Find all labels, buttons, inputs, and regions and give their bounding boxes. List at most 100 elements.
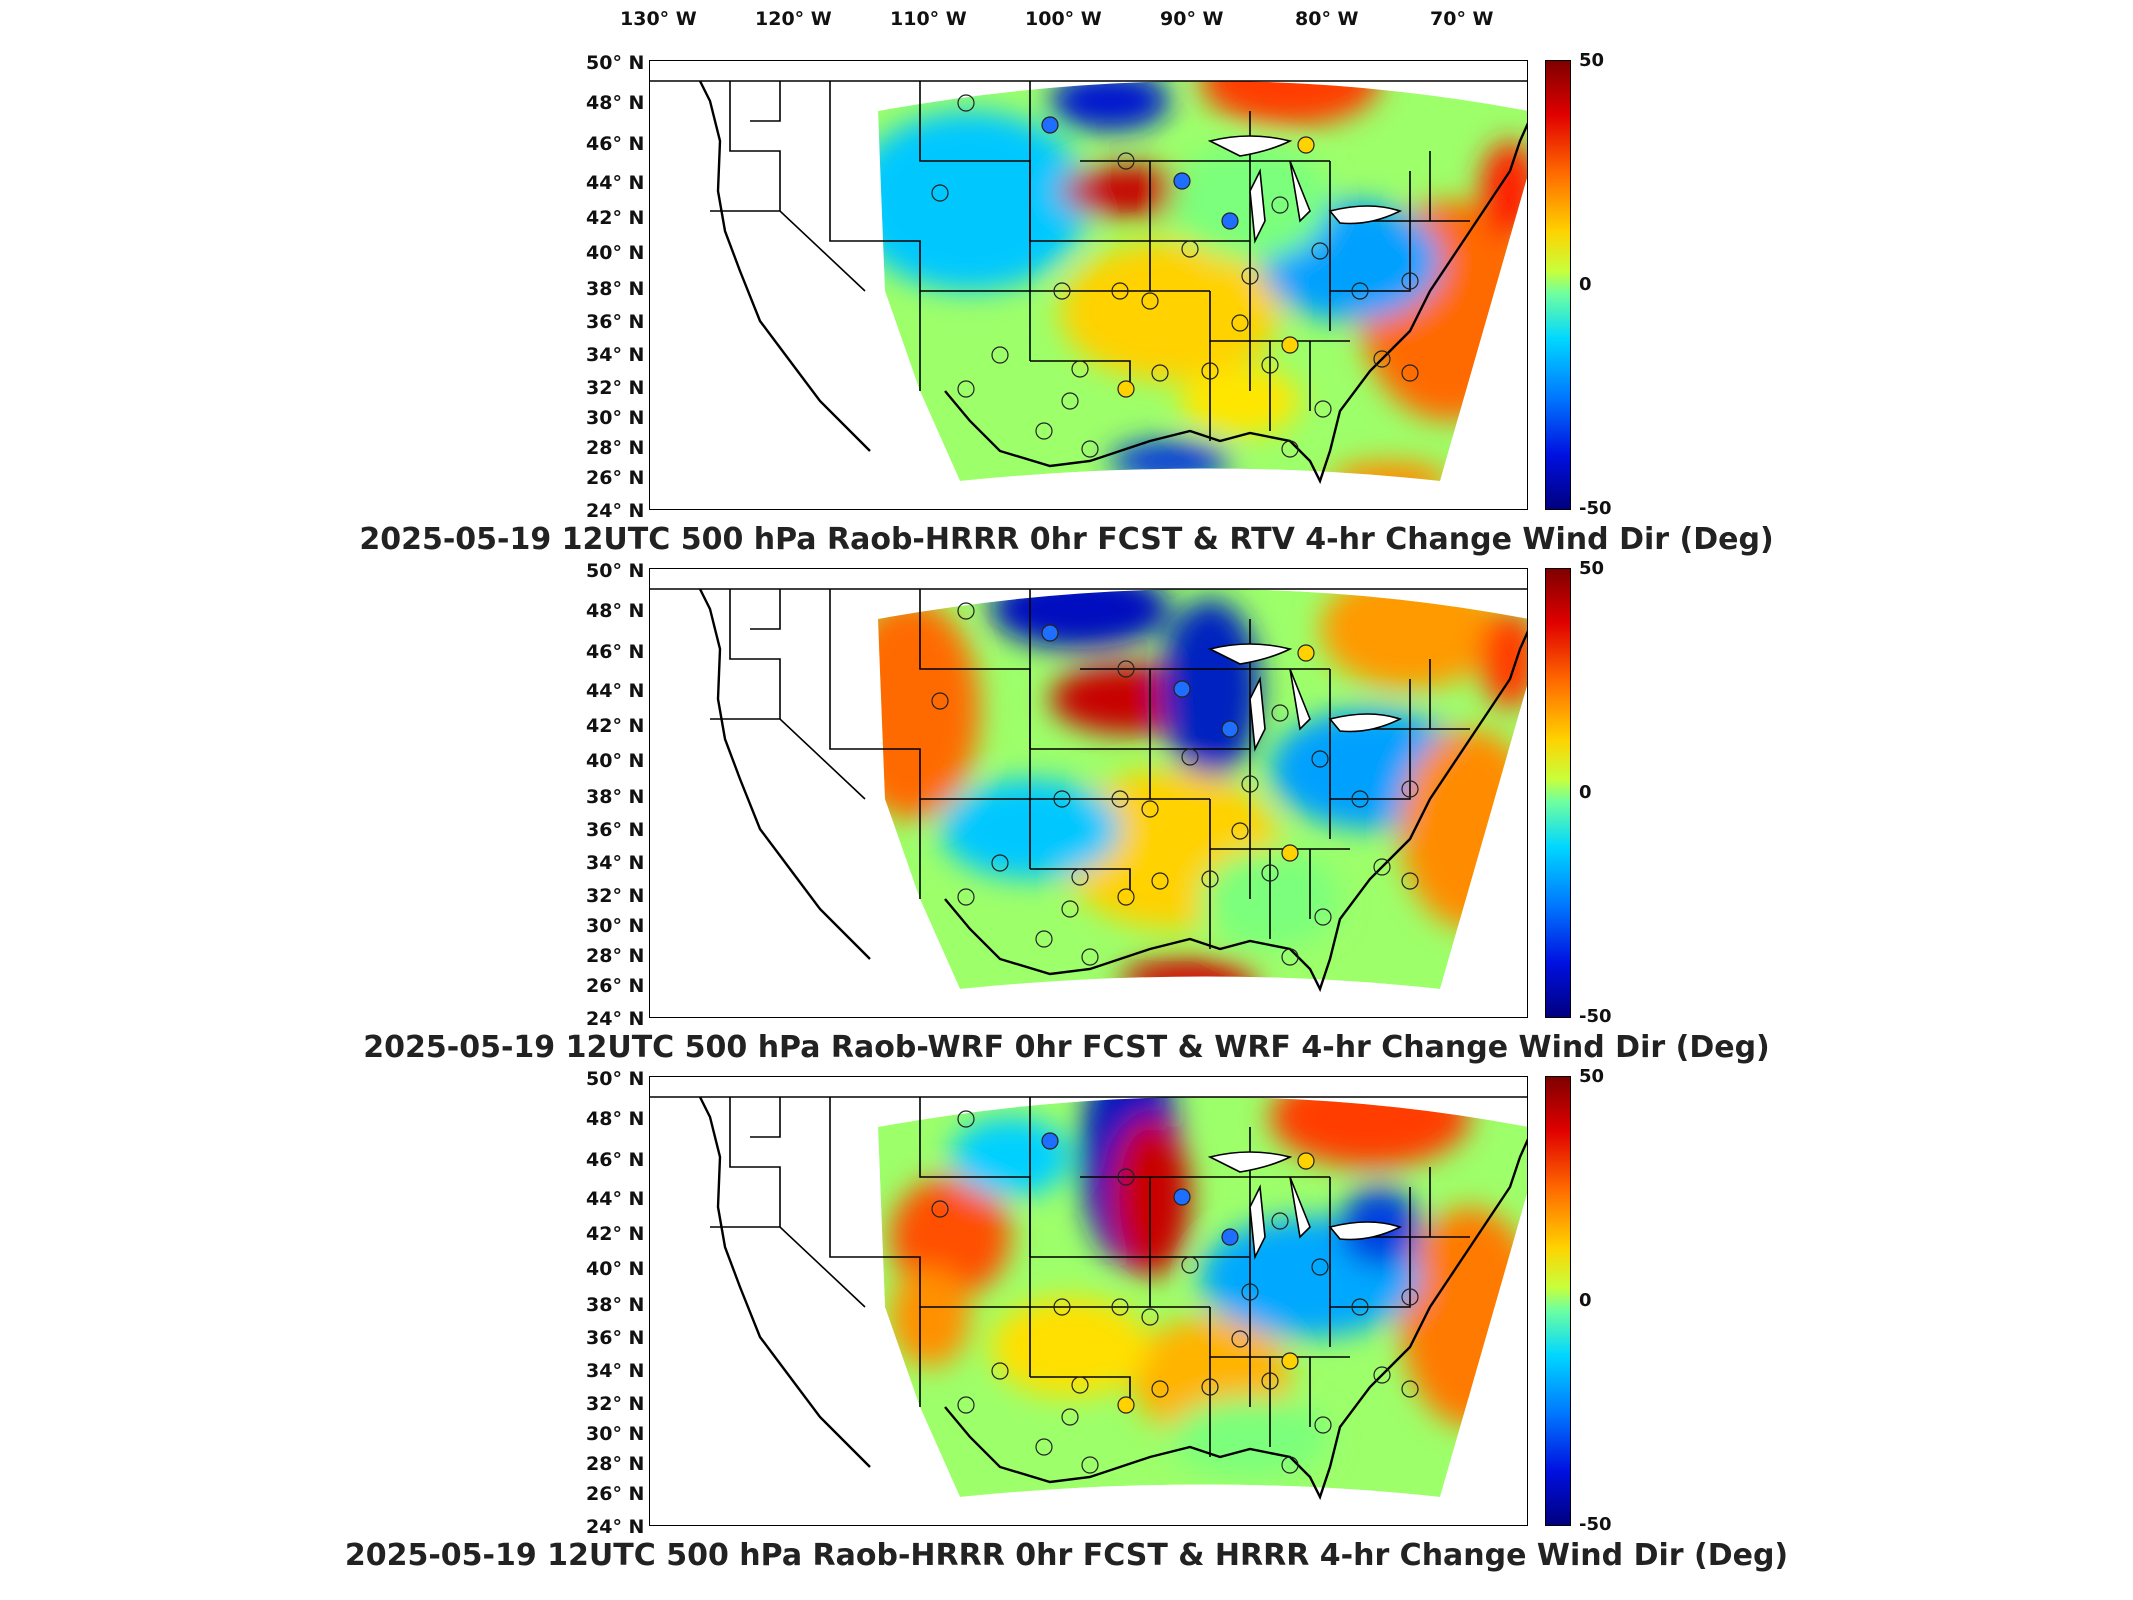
raob-station-marker xyxy=(1297,1152,1315,1170)
raob-station-marker xyxy=(1373,1366,1391,1384)
raob-station-marker xyxy=(957,380,975,398)
panel-title: 2025-05-19 12UTC 500 hPa Raob-HRRR 0hr F… xyxy=(359,522,1774,557)
longitude-label: 130° W xyxy=(620,8,697,30)
raob-station-marker xyxy=(1221,212,1239,230)
raob-station-marker xyxy=(1071,868,1089,886)
latitude-label: 34° N xyxy=(586,344,645,366)
raob-station-marker xyxy=(1373,858,1391,876)
state-boundaries xyxy=(710,81,1470,441)
raob-station-marker xyxy=(957,602,975,620)
latitude-label: 28° N xyxy=(586,437,645,459)
state-boundary xyxy=(1330,1187,1411,1308)
field-blob xyxy=(950,1117,1070,1197)
state-boundaries xyxy=(710,589,1470,949)
latitude-label: 40° N xyxy=(586,242,645,264)
latitude-label: 42° N xyxy=(586,207,645,229)
raob-station-marker xyxy=(1061,900,1079,918)
colorbar-min-label: -50 xyxy=(1579,1006,1612,1027)
colorbar xyxy=(1545,60,1571,510)
colorbar xyxy=(1545,568,1571,1018)
raob-station-marker xyxy=(1053,282,1071,300)
raob-station-marker xyxy=(1173,172,1191,190)
raob-station-marker xyxy=(991,1362,1009,1380)
raob-station-marker xyxy=(1151,364,1169,382)
latitude-label: 36° N xyxy=(586,311,645,333)
raob-station-marker xyxy=(1351,790,1369,808)
raob-station-marker xyxy=(931,692,949,710)
raob-station-marker xyxy=(957,94,975,112)
raob-station-marker xyxy=(1373,350,1391,368)
latitude-label: 26° N xyxy=(586,1483,645,1505)
raob-station-marker xyxy=(1111,1298,1129,1316)
latitude-label: 50° N xyxy=(586,1068,645,1090)
field-blob xyxy=(1270,1097,1470,1167)
raob-station-marker xyxy=(1281,440,1299,458)
coastline xyxy=(698,588,1527,993)
raob-station-marker xyxy=(1061,392,1079,410)
state-boundary xyxy=(710,718,866,800)
colorbar xyxy=(1545,1076,1571,1526)
raob-stations xyxy=(931,1110,1419,1474)
latitude-label: 30° N xyxy=(586,1423,645,1445)
raob-station-marker xyxy=(1173,680,1191,698)
state-boundary xyxy=(710,210,866,292)
raob-station-marker xyxy=(1201,362,1219,380)
raob-station-marker xyxy=(1401,272,1419,290)
raob-station-marker xyxy=(1117,152,1135,170)
field-blob xyxy=(890,1267,970,1367)
raob-station-marker xyxy=(1141,800,1159,818)
raob-station-marker xyxy=(1041,1132,1059,1150)
raob-station-marker xyxy=(1401,872,1419,890)
raob-station-marker xyxy=(1151,1380,1169,1398)
latitude-label: 48° N xyxy=(586,1108,645,1130)
field-blob xyxy=(1200,81,1380,126)
field-blob xyxy=(1330,461,1450,481)
latitude-label: 30° N xyxy=(586,915,645,937)
raob-station-marker xyxy=(1261,1372,1279,1390)
raob-stations xyxy=(931,94,1419,458)
state-boundary xyxy=(729,1097,781,1227)
colorbar-mid-label: 0 xyxy=(1579,782,1592,803)
field-blob xyxy=(1050,81,1170,131)
state-boundary xyxy=(750,81,781,122)
latitude-label: 46° N xyxy=(586,641,645,663)
raob-station-marker xyxy=(1311,750,1329,768)
latitude-label: 46° N xyxy=(586,1149,645,1171)
longitude-label: 70° W xyxy=(1430,8,1494,30)
state-boundaries xyxy=(710,1097,1470,1457)
colorbar-mid-label: 0 xyxy=(1579,1290,1592,1311)
raob-station-marker xyxy=(1401,364,1419,382)
raob-station-marker xyxy=(1035,422,1053,440)
state-boundary xyxy=(1330,171,1411,292)
field-blob xyxy=(878,111,1090,291)
map-frame xyxy=(649,568,1528,1018)
raob-station-marker xyxy=(1351,282,1369,300)
state-boundary xyxy=(1030,360,1131,391)
state-boundary xyxy=(710,1226,866,1308)
latitude-label: 30° N xyxy=(586,407,645,429)
raob-station-marker xyxy=(957,1396,975,1414)
raob-station-marker xyxy=(1314,400,1332,418)
longitude-label: 80° W xyxy=(1295,8,1359,30)
raob-station-marker xyxy=(957,1110,975,1128)
latitude-label: 44° N xyxy=(586,1188,645,1210)
state-boundary xyxy=(750,1097,781,1138)
raob-station-marker xyxy=(1201,870,1219,888)
raob-station-marker xyxy=(1311,242,1329,260)
wind-direction-map xyxy=(650,588,1527,993)
latitude-label: 28° N xyxy=(586,1453,645,1475)
latitude-label: 38° N xyxy=(586,1294,645,1316)
raob-station-marker xyxy=(1117,1168,1135,1186)
latitude-label: 40° N xyxy=(586,750,645,772)
field-blob xyxy=(1320,589,1500,689)
state-boundary xyxy=(729,589,781,719)
field-blob xyxy=(1180,366,1300,436)
raob-station-marker xyxy=(1053,790,1071,808)
state-boundary xyxy=(1030,868,1131,899)
raob-station-marker xyxy=(1231,822,1249,840)
raob-station-marker xyxy=(1035,1438,1053,1456)
state-boundary xyxy=(1030,1376,1131,1407)
raob-station-marker xyxy=(1401,1288,1419,1306)
wind-direction-field xyxy=(878,1097,1527,1497)
raob-station-marker xyxy=(1117,1396,1135,1414)
